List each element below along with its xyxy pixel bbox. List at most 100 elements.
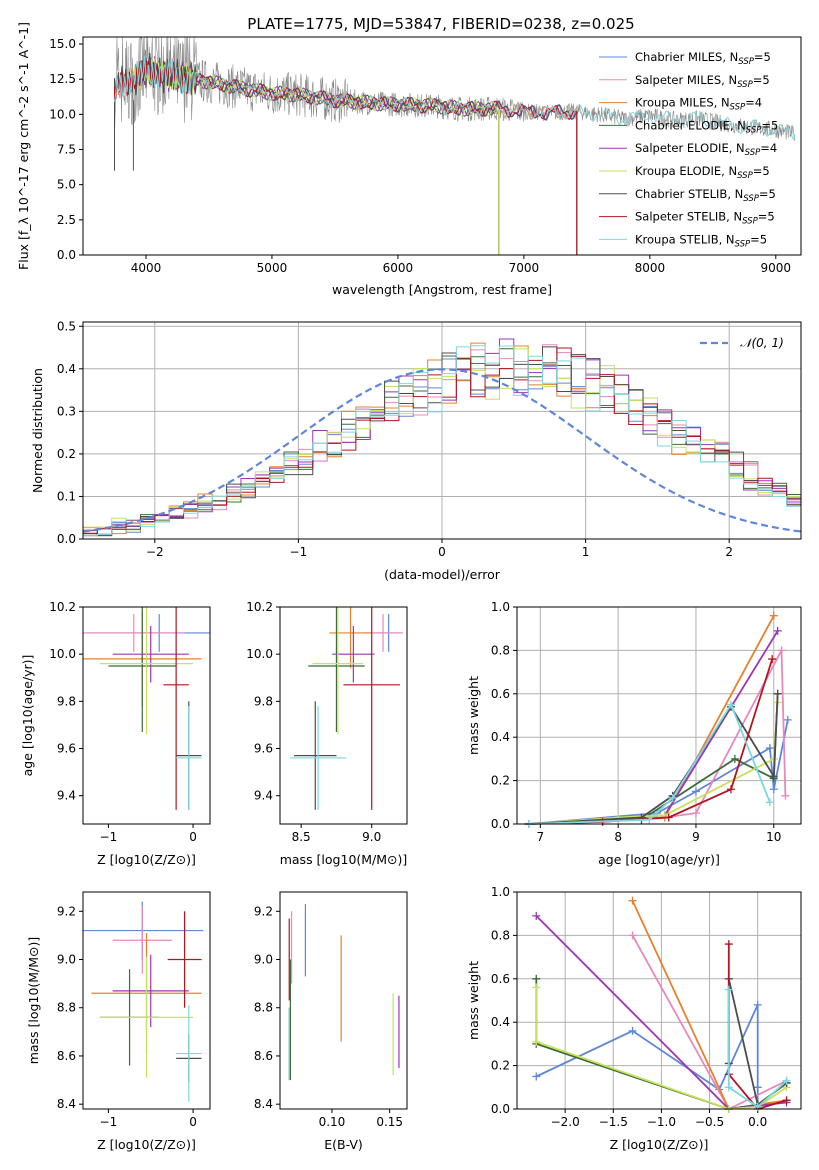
spectrum-ytick-label-5: 12.5 xyxy=(49,72,76,86)
legend-label-2: Kroupa MILES, NSSP=4 xyxy=(635,96,762,113)
weight-vs-Z-series-marker-3-0 xyxy=(532,974,541,983)
weight-vs-age-xtick-label-1: 8 xyxy=(614,830,622,844)
age-vs-mass-ytick-label-0: 9.4 xyxy=(254,789,273,803)
spectrum-xtick-label-3: 7000 xyxy=(509,261,540,275)
spectrum-y-axis-label: Flux [f_λ 10^-17 erg cm^-2 s^-1 A^-1] xyxy=(16,22,31,270)
plot-frame xyxy=(279,606,408,825)
age-vs-mass-ytick-label-2: 9.8 xyxy=(254,694,273,708)
age-vs-Z-xtick-label-1: 0 xyxy=(189,830,197,844)
spectrum-xtick-label-5: 9000 xyxy=(761,261,792,275)
weight-vs-Z-series-marker-2-0 xyxy=(628,896,637,905)
weight-vs-Z-series-marker-4-0 xyxy=(532,911,541,920)
mass-vs-Z-ytick-label-1: 8.6 xyxy=(57,1049,76,1063)
age-vs-mass-xtick-label-1: 9.0 xyxy=(362,830,381,844)
weight-vs-Z-series-marker-5-0 xyxy=(532,983,541,992)
weight-vs-Z-series-marker-8-0 xyxy=(724,985,733,994)
weight-vs-age-series-marker-8-1 xyxy=(645,815,654,824)
spectrum-ytick-label-6: 15.0 xyxy=(49,37,76,51)
weight-vs-age-panel: 7 8 9 10 0.0 0.2 0.4 0.6 0.8 1.0 age [log10(age/yr… xyxy=(466,600,802,867)
age-vs-Z-ytick-label-2: 9.8 xyxy=(57,694,76,708)
weight-vs-age-series-marker-7-3 xyxy=(726,785,735,794)
age-vs-mass-ytick-label-4: 10.2 xyxy=(246,600,273,614)
legend-label-4: Salpeter ELODIE, NSSP=4 xyxy=(635,141,777,158)
spectrum-panel: 4000 5000 6000 7000 8000 9000 0.0 2.5 5.0 7.5 10.0… xyxy=(16,22,802,297)
weight-vs-Z-xtick-label-4: 0.0 xyxy=(748,1115,767,1129)
weight-vs-age-xtick-label-0: 7 xyxy=(537,830,545,844)
residuals-panel: −2 −1 0 1 2 0.0 0.1 0.2 0.3 0.4 0.5 (data-model)/er… xyxy=(30,319,802,582)
residuals-ytick-label-3: 0.3 xyxy=(57,404,76,418)
mass-vs-Z-x-axis-label: Z [log10(Z/Z⊙)] xyxy=(97,1137,196,1152)
weight-vs-Z-xtick-label-1: −1.5 xyxy=(599,1115,628,1129)
age-vs-Z-ytick-label-4: 10.2 xyxy=(49,600,76,614)
plot-frame xyxy=(279,891,408,1110)
weight-vs-Z-series-marker-1-0 xyxy=(628,931,637,940)
model-spectrum-line-8 xyxy=(114,55,796,140)
weight-vs-age-series-marker-0-4 xyxy=(769,785,778,794)
observed-spectrum-line xyxy=(114,37,795,141)
age-vs-Z-ytick-label-3: 10.0 xyxy=(49,647,76,661)
plot-frame xyxy=(82,606,211,825)
weight-vs-age-series-line-8 xyxy=(528,702,771,825)
mass-vs-ebv-panel: 0.10 0.15 8.4 8.6 8.8 9.0 9.2 E(B-V) xyxy=(254,891,408,1152)
residuals-y-axis-label: Normed distribution xyxy=(30,368,45,493)
plot-frame xyxy=(82,891,211,1110)
legend-label-1: Salpeter MILES, NSSP=5 xyxy=(635,73,770,90)
normal-curve xyxy=(82,368,802,533)
age-vs-mass-ytick-label-3: 10.0 xyxy=(246,647,273,661)
weight-vs-Z-ytick-label-1: 0.2 xyxy=(491,1059,510,1073)
spectrum-xtick-label-0: 4000 xyxy=(131,261,162,275)
age-vs-Z-x-axis-label: Z [log10(Z/Z⊙)] xyxy=(97,852,196,867)
weight-vs-age-ytick-label-4: 0.8 xyxy=(491,643,510,657)
age-vs-Z-xtick-label-0: −1 xyxy=(100,830,118,844)
spectrum-x-axis-label: wavelength [Angstrom, rest frame] xyxy=(332,282,552,297)
weight-vs-age-series-marker-6-5 xyxy=(773,689,782,698)
plot-frame xyxy=(516,606,802,825)
mass-vs-Z-ytick-label-3: 9.0 xyxy=(57,953,76,967)
mass-vs-ebv-xtick-label-1: 0.15 xyxy=(376,1115,403,1129)
weight-vs-age-series-line-0 xyxy=(528,719,789,825)
residuals-xtick-label-2: 0 xyxy=(438,545,446,559)
weight-vs-age-series-marker-4-2 xyxy=(773,626,782,635)
weight-vs-age-series-marker-8-4 xyxy=(765,798,774,807)
legend-label-8: Kroupa STELIB, NSSP=5 xyxy=(635,232,767,249)
age-vs-mass-xtick-label-0: 8.5 xyxy=(292,830,311,844)
weight-vs-age-ytick-label-5: 1.0 xyxy=(491,600,510,614)
weight-vs-Z-y-axis-label: mass weight xyxy=(466,961,481,1040)
mass-vs-ebv-x-axis-label: E(B-V) xyxy=(324,1137,363,1152)
legend-label-7: Salpeter STELIB, NSSP=5 xyxy=(635,210,775,227)
weight-vs-Z-ytick-label-2: 0.4 xyxy=(491,1015,510,1029)
plot-frame xyxy=(82,36,802,256)
residuals-xtick-label-1: −1 xyxy=(290,545,308,559)
residuals-xtick-label-3: 1 xyxy=(582,545,590,559)
mass-vs-Z-ytick-label-0: 8.4 xyxy=(57,1097,76,1111)
mass-vs-Z-xtick-label-1: 0 xyxy=(189,1115,197,1129)
legend-label-6: Chabrier STELIB, NSSP=5 xyxy=(635,187,776,204)
weight-vs-age-xtick-label-2: 9 xyxy=(692,830,700,844)
residual-histogram-8 xyxy=(83,345,801,537)
weight-vs-Z-series-marker-0-3 xyxy=(753,1000,762,1009)
age-vs-Z-ytick-label-0: 9.4 xyxy=(57,789,76,803)
residuals-xtick-label-4: 2 xyxy=(725,545,733,559)
mass-vs-ebv-xtick-label-0: 0.10 xyxy=(319,1115,346,1129)
normal-legend-label: 𝒩(0, 1) xyxy=(740,336,784,350)
weight-vs-Z-xtick-label-3: −0.5 xyxy=(695,1115,724,1129)
weight-vs-Z-xtick-label-2: −1.0 xyxy=(647,1115,676,1129)
spectrum-ytick-label-4: 10.0 xyxy=(49,107,76,121)
weight-vs-Z-series-marker-0-4 xyxy=(753,1083,762,1092)
weight-vs-Z-ytick-label-3: 0.6 xyxy=(491,972,510,986)
legend-label-5: Kroupa ELODIE, NSSP=5 xyxy=(635,164,770,181)
weight-vs-Z-ytick-label-5: 1.0 xyxy=(491,885,510,899)
weight-vs-Z-series-line-8 xyxy=(727,989,788,1108)
weight-vs-age-y-axis-label: mass weight xyxy=(466,676,481,755)
spectrum-xtick-label-4: 8000 xyxy=(635,261,666,275)
age-vs-Z-panel: −1 0 9.4 9.6 9.8 10.0 10.2 Z [log10(Z/Z⊙)] age [… xyxy=(20,600,211,867)
weight-vs-age-series-marker-7-2 xyxy=(664,813,673,822)
spectrum-ytick-label-0: 0.0 xyxy=(57,248,76,262)
residuals-ytick-label-4: 0.4 xyxy=(57,362,76,376)
weight-vs-Z-xtick-label-0: −2.0 xyxy=(551,1115,580,1129)
weight-vs-age-series-marker-1-4 xyxy=(781,791,790,800)
age-vs-Z-ytick-label-1: 9.6 xyxy=(57,742,76,756)
mass-vs-ebv-ytick-label-2: 8.8 xyxy=(254,1001,273,1015)
weight-vs-Z-series-marker-0-1 xyxy=(628,1026,637,1035)
